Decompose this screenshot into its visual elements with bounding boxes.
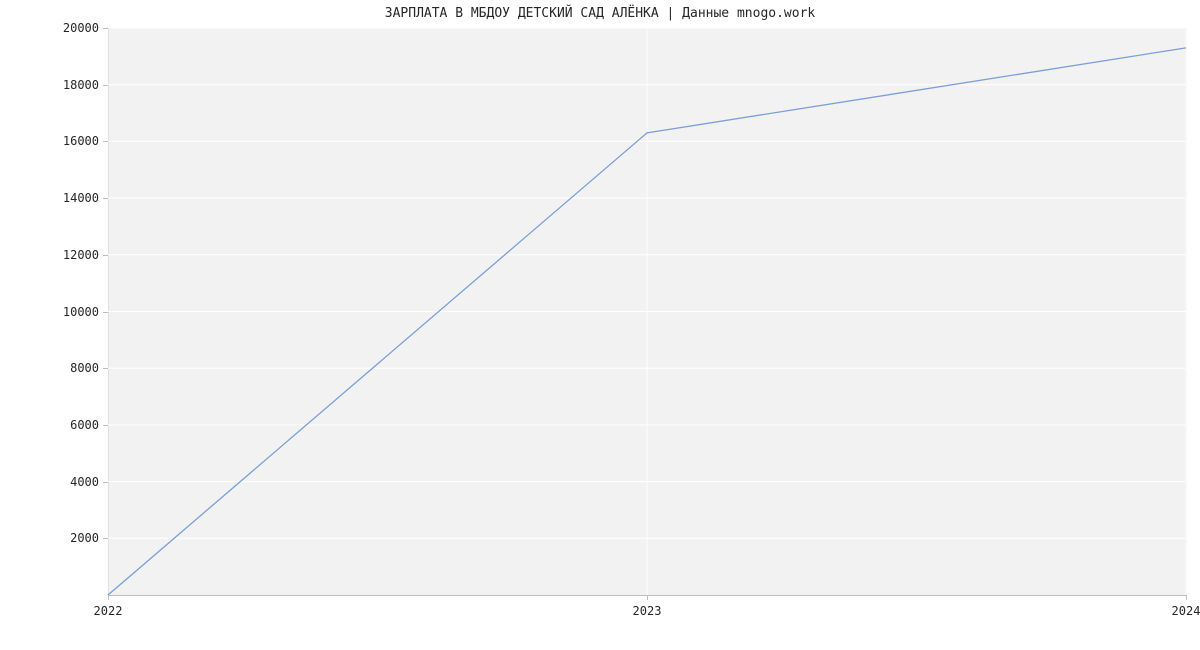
y-tick-mark xyxy=(103,368,108,369)
y-tick-label: 16000 xyxy=(39,134,99,148)
chart-svg xyxy=(0,0,1200,650)
y-tick-label: 8000 xyxy=(39,361,99,375)
y-tick-label: 6000 xyxy=(39,418,99,432)
y-tick-mark xyxy=(103,198,108,199)
y-tick-mark xyxy=(103,85,108,86)
y-tick-label: 20000 xyxy=(39,21,99,35)
y-tick-mark xyxy=(103,425,108,426)
y-tick-label: 2000 xyxy=(39,531,99,545)
y-tick-mark xyxy=(103,255,108,256)
y-tick-label: 14000 xyxy=(39,191,99,205)
x-tick-mark xyxy=(108,595,109,600)
y-tick-label: 10000 xyxy=(39,305,99,319)
y-tick-label: 12000 xyxy=(39,248,99,262)
y-tick-mark xyxy=(103,312,108,313)
y-tick-mark xyxy=(103,141,108,142)
y-tick-label: 4000 xyxy=(39,475,99,489)
y-tick-mark xyxy=(103,482,108,483)
x-tick-mark xyxy=(647,595,648,600)
y-tick-mark xyxy=(103,28,108,29)
y-tick-label: 18000 xyxy=(39,78,99,92)
x-tick-mark xyxy=(1186,595,1187,600)
x-tick-label: 2022 xyxy=(94,604,123,618)
x-tick-label: 2024 xyxy=(1172,604,1200,618)
y-tick-mark xyxy=(103,538,108,539)
x-tick-label: 2023 xyxy=(633,604,662,618)
